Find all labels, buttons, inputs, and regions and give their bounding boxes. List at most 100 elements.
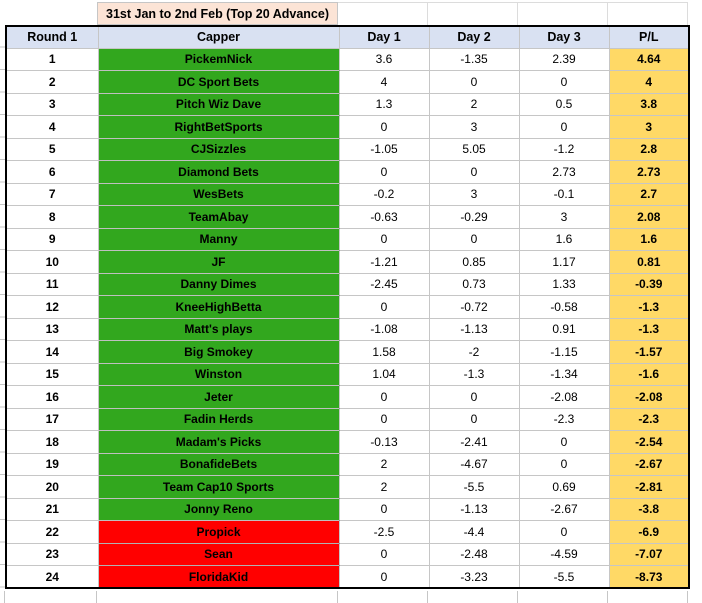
cell-round-rank[interactable]: 6 [5, 160, 99, 184]
cell-capper-name[interactable]: Team Cap10 Sports [97, 475, 340, 499]
cell-day2[interactable]: 2 [428, 92, 520, 116]
cell-pl[interactable]: -7.07 [608, 542, 690, 566]
cell-day2[interactable]: -3.23 [428, 565, 520, 589]
cell-pl[interactable]: -1.6 [608, 362, 690, 386]
cell-day3[interactable]: -1.15 [518, 340, 610, 364]
cell-round-rank[interactable]: 19 [5, 452, 99, 476]
cell-pl[interactable]: 3 [608, 115, 690, 139]
empty-cell[interactable] [518, 2, 608, 25]
header-round[interactable]: Round 1 [5, 25, 99, 49]
cell-day3[interactable]: -2.08 [518, 385, 610, 409]
header-capper[interactable]: Capper [97, 25, 340, 49]
cell-day2[interactable]: -4.67 [428, 452, 520, 476]
cell-capper-name[interactable]: Jeter [97, 385, 340, 409]
cell-pl[interactable]: -8.73 [608, 565, 690, 589]
cell-day1[interactable]: 0 [338, 407, 430, 431]
cell-pl[interactable]: -0.39 [608, 272, 690, 296]
cell-day1[interactable]: -1.21 [338, 250, 430, 274]
cell-capper-name[interactable]: Matt's plays [97, 317, 340, 341]
cell-day2[interactable]: -0.29 [428, 205, 520, 229]
cell-day1[interactable]: 0 [338, 497, 430, 521]
cell-capper-name[interactable]: RightBetSports [97, 115, 340, 139]
cell-day1[interactable]: -0.13 [338, 430, 430, 454]
cell-pl[interactable]: -2.81 [608, 475, 690, 499]
cell-round-rank[interactable]: 23 [5, 542, 99, 566]
cell-day2[interactable]: 0 [428, 385, 520, 409]
header-pl[interactable]: P/L [608, 25, 690, 49]
cell-day2[interactable]: 0 [428, 407, 520, 431]
cell-day3[interactable]: 0 [518, 452, 610, 476]
cell-day2[interactable]: 0.85 [428, 250, 520, 274]
cell-capper-name[interactable]: Manny [97, 227, 340, 251]
cell-pl[interactable]: -1.57 [608, 340, 690, 364]
cell-round-rank[interactable]: 4 [5, 115, 99, 139]
cell-pl[interactable]: -3.8 [608, 497, 690, 521]
cell-day2[interactable]: 0 [428, 160, 520, 184]
cell-capper-name[interactable]: Pitch Wiz Dave [97, 92, 340, 116]
cell-day1[interactable]: 4 [338, 70, 430, 94]
cell-day3[interactable]: -0.58 [518, 295, 610, 319]
cell-capper-name[interactable]: Fadin Herds [97, 407, 340, 431]
cell-day2[interactable]: 5.05 [428, 137, 520, 161]
empty-cell[interactable] [608, 2, 688, 25]
cell-round-rank[interactable]: 5 [5, 137, 99, 161]
cell-day1[interactable]: 2 [338, 475, 430, 499]
cell-round-rank[interactable]: 7 [5, 182, 99, 206]
cell-day2[interactable]: 3 [428, 115, 520, 139]
cell-pl[interactable]: -1.3 [608, 295, 690, 319]
header-day2[interactable]: Day 2 [428, 25, 520, 49]
cell-day3[interactable]: -4.59 [518, 542, 610, 566]
cell-capper-name[interactable]: BonafideBets [97, 452, 340, 476]
cell-capper-name[interactable]: Big Smokey [97, 340, 340, 364]
cell-round-rank[interactable]: 9 [5, 227, 99, 251]
cell-pl[interactable]: 0.81 [608, 250, 690, 274]
cell-pl[interactable]: -1.3 [608, 317, 690, 341]
cell-pl[interactable]: 2.08 [608, 205, 690, 229]
cell-day3[interactable]: 1.33 [518, 272, 610, 296]
cell-day3[interactable]: 0 [518, 115, 610, 139]
cell-round-rank[interactable]: 21 [5, 497, 99, 521]
cell-day2[interactable]: -2 [428, 340, 520, 364]
cell-pl[interactable]: -6.9 [608, 520, 690, 544]
cell-pl[interactable]: 1.6 [608, 227, 690, 251]
cell-day3[interactable]: 0 [518, 430, 610, 454]
cell-day1[interactable]: 1.58 [338, 340, 430, 364]
cell-pl[interactable]: 2.7 [608, 182, 690, 206]
cell-day1[interactable]: 0 [338, 160, 430, 184]
cell-day1[interactable]: -1.05 [338, 137, 430, 161]
cell-day2[interactable]: -0.72 [428, 295, 520, 319]
cell-pl[interactable]: -2.54 [608, 430, 690, 454]
cell-day2[interactable]: -1.35 [428, 47, 520, 71]
cell-pl[interactable]: 2.8 [608, 137, 690, 161]
cell-day1[interactable]: -2.45 [338, 272, 430, 296]
cell-round-rank[interactable]: 3 [5, 92, 99, 116]
cell-pl[interactable]: 3.8 [608, 92, 690, 116]
cell-round-rank[interactable]: 8 [5, 205, 99, 229]
cell-day3[interactable]: 1.6 [518, 227, 610, 251]
header-day1[interactable]: Day 1 [338, 25, 430, 49]
cell-day3[interactable]: -1.2 [518, 137, 610, 161]
cell-round-rank[interactable]: 22 [5, 520, 99, 544]
cell-capper-name[interactable]: Propick [97, 520, 340, 544]
cell-day2[interactable]: -2.48 [428, 542, 520, 566]
cell-day3[interactable]: 3 [518, 205, 610, 229]
cell-round-rank[interactable]: 18 [5, 430, 99, 454]
cell-capper-name[interactable]: Madam's Picks [97, 430, 340, 454]
cell-round-rank[interactable]: 17 [5, 407, 99, 431]
cell-capper-name[interactable]: KneeHighBetta [97, 295, 340, 319]
cell-day3[interactable]: 0 [518, 520, 610, 544]
cell-round-rank[interactable]: 16 [5, 385, 99, 409]
cell-day3[interactable]: -5.5 [518, 565, 610, 589]
cell-day2[interactable]: -1.3 [428, 362, 520, 386]
cell-day1[interactable]: 0 [338, 227, 430, 251]
cell-day3[interactable]: 1.17 [518, 250, 610, 274]
cell-day1[interactable]: 1.3 [338, 92, 430, 116]
cell-day2[interactable]: 0 [428, 70, 520, 94]
cell-capper-name[interactable]: Danny Dimes [97, 272, 340, 296]
cell-day3[interactable]: 0 [518, 70, 610, 94]
cell-day3[interactable]: 2.73 [518, 160, 610, 184]
cell-day1[interactable]: -2.5 [338, 520, 430, 544]
cell-capper-name[interactable]: Sean [97, 542, 340, 566]
cell-day3[interactable]: 2.39 [518, 47, 610, 71]
cell-round-rank[interactable]: 2 [5, 70, 99, 94]
